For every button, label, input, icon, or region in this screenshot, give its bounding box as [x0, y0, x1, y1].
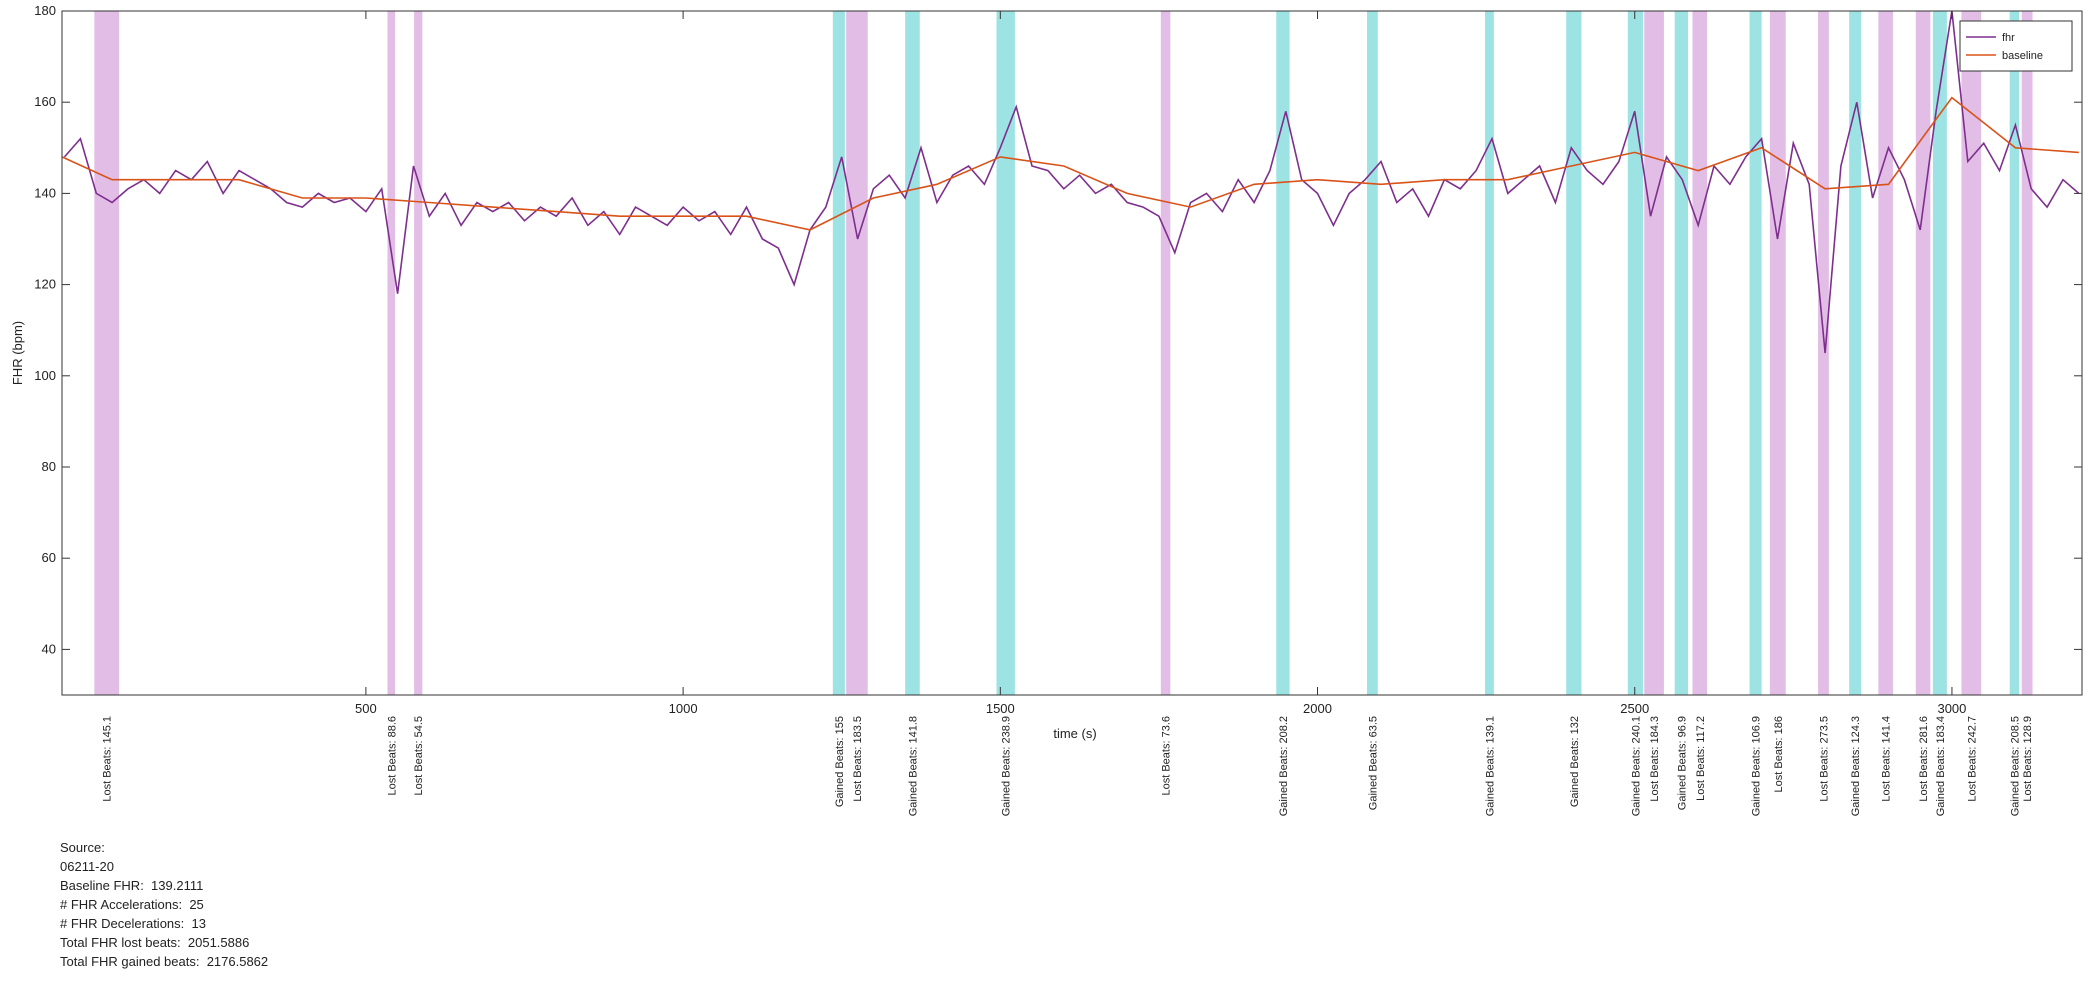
event-label: Lost Beats: 273.5	[1818, 716, 1830, 802]
event-label: Gained Beats: 155	[834, 716, 846, 807]
event-label: Gained Beats: 141.8	[907, 716, 919, 816]
legend: fhr baseline	[1959, 20, 2073, 72]
summary-line: 06211-20	[60, 859, 114, 874]
event-label: Gained Beats: 208.5	[2009, 716, 2021, 816]
summary: Source: 06211-20 Baseline FHR: 139.2111 # F…	[60, 838, 268, 971]
event-label: Lost Beats: 141.4	[1881, 716, 1893, 802]
event-band	[1961, 11, 1982, 695]
line-series	[61, 96, 2079, 231]
event-label: Lost Beats: 73.6	[1161, 716, 1173, 796]
summary-line: Source:	[60, 840, 105, 855]
y-tick-label: 120	[34, 277, 56, 292]
event-band	[1367, 11, 1378, 695]
event-band	[1749, 11, 1762, 695]
legend-box	[1959, 20, 2073, 72]
event-band	[1818, 11, 1829, 695]
event-label: Gained Beats: 208.2	[1278, 716, 1290, 816]
y-tick-label: 100	[34, 368, 56, 383]
event-label: Gained Beats: 132	[1569, 716, 1581, 807]
event-band	[996, 11, 1015, 695]
legend-label: baseline	[2002, 50, 2043, 62]
event-label: Lost Beats: 54.5	[413, 716, 425, 796]
event-label: Lost Beats: 117.2	[1695, 716, 1707, 801]
event-band	[1878, 11, 1893, 695]
y-tick-label: 60	[42, 550, 56, 565]
event-band	[1932, 11, 1947, 695]
summary-line: # FHR Accelerations: 25	[60, 897, 204, 912]
event-band	[1915, 11, 1931, 695]
y-tick-label: 160	[34, 94, 56, 109]
event-band	[1485, 11, 1494, 695]
line-series	[63, 10, 2080, 354]
event-label: Gained Beats: 124.3	[1850, 716, 1862, 816]
event-band	[94, 11, 120, 695]
legend-label: fhr	[2002, 32, 2015, 44]
y-tick-label: 180	[34, 3, 56, 18]
event-label: Lost Beats: 242.7	[1966, 716, 1978, 802]
event-label: Lost Beats: 281.6	[1918, 716, 1930, 802]
summary-line: Baseline FHR: 139.2111	[60, 878, 204, 893]
x-tick-label: 1500	[986, 701, 1015, 716]
event-label: Lost Beats: 186	[1773, 716, 1785, 792]
event-label: Lost Beats: 184.3	[1649, 716, 1661, 802]
summary-line: # FHR Decelerations: 13	[60, 916, 206, 931]
x-tick-label: 500	[355, 701, 377, 716]
chart: time (s) FHR (bpm) Lost Beats: 145.1 Lost…	[10, 3, 2083, 816]
event-band	[1276, 11, 1290, 695]
event-band	[1692, 11, 1708, 695]
event-label: Lost Beats: 145.1	[102, 716, 114, 802]
y-tick-label: 140	[34, 185, 56, 200]
event-band	[414, 11, 423, 695]
event-band	[387, 11, 396, 695]
event-label: Lost Beats: 183.5	[852, 716, 864, 802]
y-tick-label: 40	[42, 641, 56, 656]
event-band	[2009, 11, 2020, 695]
event-label: Gained Beats: 240.1	[1630, 716, 1642, 816]
event-label: Gained Beats: 238.9	[1001, 716, 1013, 816]
event-band	[846, 11, 868, 695]
event-band	[1627, 11, 1643, 695]
event-label: Lost Beats: 128.9	[2022, 716, 2034, 802]
x-tick-label: 3000	[1937, 701, 1966, 716]
event-band	[1769, 11, 1786, 695]
summary-line: Total FHR lost beats: 2051.5886	[60, 935, 250, 950]
event-label: Gained Beats: 106.9	[1751, 716, 1763, 816]
event-label: Gained Beats: 96.9	[1676, 716, 1688, 810]
x-axis-label: time (s)	[1053, 726, 1096, 741]
event-band	[1566, 11, 1582, 695]
y-tick-label: 80	[42, 459, 56, 474]
event-band	[1674, 11, 1689, 695]
x-tick-label: 2000	[1303, 701, 1332, 716]
event-band	[2021, 11, 2033, 695]
event-band	[905, 11, 920, 695]
axes-box	[61, 10, 2083, 696]
event-label: Gained Beats: 139.1	[1484, 716, 1496, 816]
event-band	[1160, 11, 1171, 695]
x-tick-label: 1000	[669, 701, 698, 716]
event-band	[1849, 11, 1862, 695]
y-axis-label: FHR (bpm)	[10, 321, 25, 385]
event-label: Gained Beats: 183.4	[1935, 716, 1947, 816]
event-label: Gained Beats: 63.5	[1367, 716, 1379, 810]
event-band	[832, 11, 845, 695]
x-tick-label: 2500	[1620, 701, 1649, 716]
event-label: Lost Beats: 88.6	[386, 716, 398, 796]
event-band	[1644, 11, 1664, 695]
summary-line: Total FHR gained beats: 2176.5862	[60, 954, 269, 969]
